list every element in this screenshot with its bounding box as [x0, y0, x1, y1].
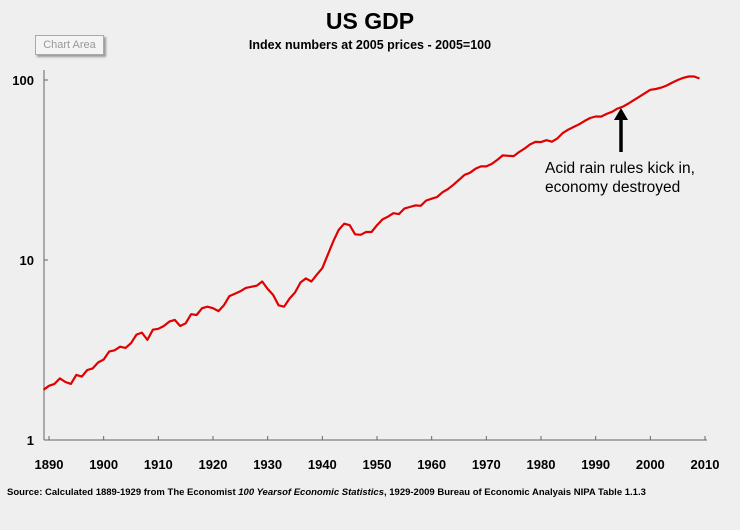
chart-subtitle: Index numbers at 2005 prices - 2005=100 [248, 38, 492, 52]
x-tick-label: 2010 [691, 457, 720, 472]
chart-area-tooltip[interactable]: Chart Area [35, 35, 104, 55]
annotation-line-1: Acid rain rules kick in, [545, 160, 695, 177]
source-note: Source: Calculated 1889-1929 from The Ec… [7, 487, 646, 498]
x-tick-label: 1970 [472, 457, 501, 472]
x-tick-label: 1990 [581, 457, 610, 472]
x-tick-label: 1950 [363, 457, 392, 472]
x-tick-label: 1890 [35, 457, 64, 472]
source-italic: 100 Yearsof Economic Statistics [238, 487, 384, 498]
y-tick-label: 1 [27, 433, 34, 448]
x-tick-label: 1900 [89, 457, 118, 472]
annotation-arrow-head [614, 108, 628, 120]
x-tick-label: 1930 [253, 457, 282, 472]
y-tick-label: 100 [12, 73, 34, 88]
x-tick-label: 1960 [417, 457, 446, 472]
source-suffix: , 1929-2009 Bureau of Economic Analyais … [383, 487, 646, 498]
source-prefix: Source: Calculated 1889-1929 from The Ec… [7, 487, 239, 498]
x-tick-label: 1940 [308, 457, 337, 472]
chart-title: US GDP [325, 8, 415, 34]
y-tick-label: 10 [20, 253, 34, 268]
x-tick-label: 1980 [527, 457, 556, 472]
x-tick-label: 1910 [144, 457, 173, 472]
x-tick-label: 1920 [199, 457, 228, 472]
annotation-text: Acid rain rules kick in, economy destroy… [545, 159, 695, 197]
annotation-line-2: economy destroyed [545, 179, 681, 196]
gdp-series-line [42, 75, 700, 391]
x-tick-label: 2000 [636, 457, 665, 472]
